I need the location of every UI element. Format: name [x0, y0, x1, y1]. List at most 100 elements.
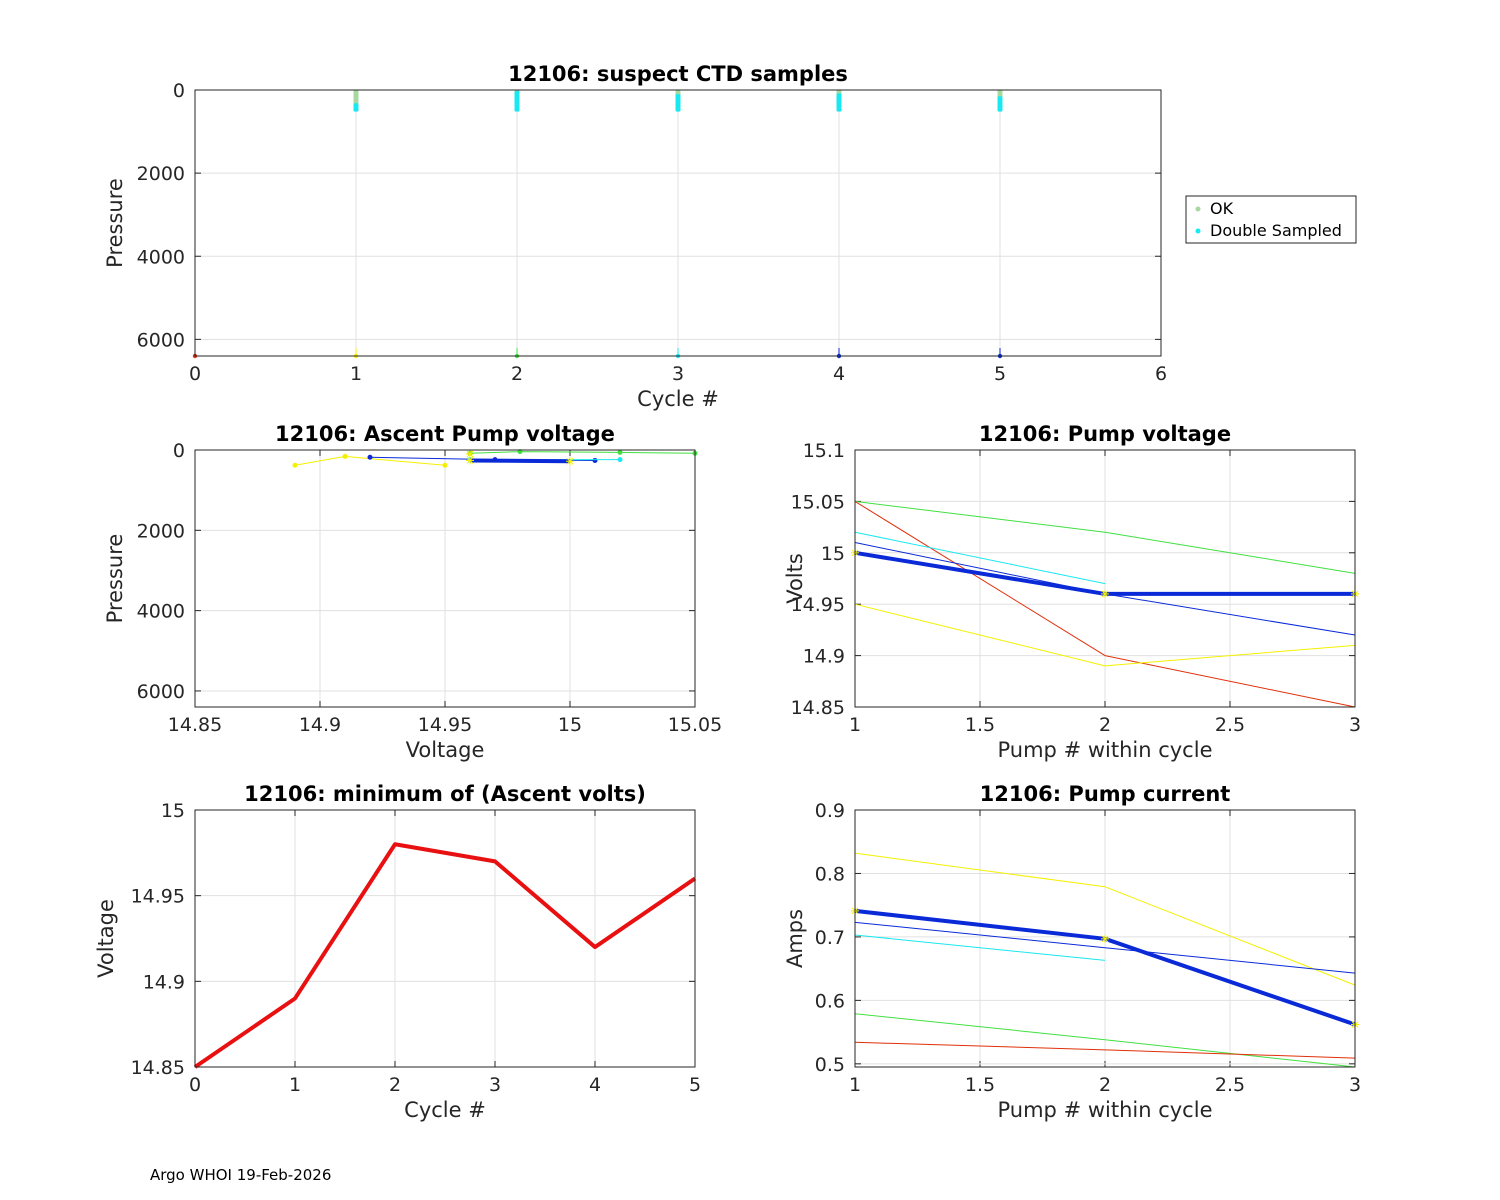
- legend-marker: [1195, 228, 1201, 234]
- y-tick-label: 15.05: [791, 491, 845, 513]
- x-tick-label: 1: [849, 1074, 861, 1096]
- y-tick-label: 0: [173, 440, 185, 462]
- axes-box: [854, 449, 1356, 708]
- y-tick-label: 0.9: [815, 800, 845, 822]
- axes-box: [854, 809, 1356, 1068]
- x-tick-label: 15.05: [668, 714, 722, 736]
- x-tick-label: 5: [994, 363, 1006, 385]
- y-tick-label: 0: [173, 80, 185, 102]
- x-axis-label: Cycle #: [637, 387, 719, 411]
- data-layer: [851, 852, 1359, 1068]
- x-tick-label: 1: [350, 363, 362, 385]
- chart-ascent: 14.85 14.9 14.95 15 15.05 0 2000 4000 6000 12106:…: [103, 422, 722, 762]
- x-tick-label: 15: [558, 714, 582, 736]
- footer-stamp: Argo WHOI 19-Feb-2026: [150, 1166, 332, 1184]
- star-mark: [466, 457, 474, 464]
- chart-title: 12106: Pump current: [980, 782, 1231, 806]
- x-tick-label: 14.85: [168, 714, 222, 736]
- y-tick-label: 4000: [137, 246, 185, 268]
- y-tick-label: 6000: [137, 329, 185, 351]
- y-tick-label: 15.1: [803, 440, 845, 462]
- star-mark: [466, 450, 474, 458]
- x-axis-label: Pump # within cycle: [998, 1098, 1213, 1122]
- legend-box: [1185, 195, 1357, 244]
- data-point: [617, 449, 623, 455]
- star-mark: [1101, 590, 1109, 598]
- chart-title: 12106: minimum of (Ascent volts): [244, 782, 646, 806]
- legend: OK Double Sampled: [1185, 195, 1357, 244]
- x-tick-label: 3: [1349, 1074, 1361, 1096]
- y-tick-label: 2000: [137, 520, 185, 542]
- star-mark: [566, 457, 574, 465]
- y-tick-label: 14.85: [131, 1057, 185, 1079]
- series-line: [854, 921, 1356, 974]
- y-tick-label: 14.9: [143, 971, 185, 993]
- x-tick-label: 3: [1349, 714, 1361, 736]
- series-line: [854, 852, 1356, 986]
- sample-dots: [353, 103, 359, 112]
- series-line: [854, 531, 1106, 585]
- data-layer: [193, 842, 697, 1069]
- x-tick-label: 1: [289, 1074, 301, 1096]
- y-tick-label: 14.95: [131, 886, 185, 908]
- chart-minv: 0 1 2 3 4 5 14.85 14.9 14.95 15 12106: minimum of …: [94, 782, 701, 1122]
- x-tick-label: 2: [1099, 1074, 1111, 1096]
- y-tick-label: 0.5: [815, 1054, 845, 1076]
- x-tick-label: 1: [849, 714, 861, 736]
- x-tick-label: 2: [389, 1074, 401, 1096]
- x-tick-label: 0: [189, 1074, 201, 1096]
- x-tick-label: 5: [689, 1074, 701, 1096]
- data-layer: [851, 500, 1359, 708]
- data-point: [592, 457, 598, 463]
- x-axis-label: Pump # within cycle: [998, 738, 1213, 762]
- legend-marker: [1195, 206, 1201, 212]
- y-tick-label: 14.9: [803, 646, 845, 668]
- x-tick-label: 4: [589, 1074, 601, 1096]
- y-axis-label: Amps: [783, 909, 807, 968]
- legend-label: OK: [1210, 199, 1234, 218]
- x-tick-label: 14.9: [299, 714, 341, 736]
- sample-dots: [836, 93, 842, 112]
- data-layer: [292, 449, 698, 468]
- axes-box: [194, 89, 1162, 357]
- y-axis-label: Volts: [783, 553, 807, 604]
- y-axis-label: Pressure: [103, 534, 127, 624]
- y-tick-label: 14.95: [791, 594, 845, 616]
- star-mark: [1101, 935, 1109, 943]
- data-point: [292, 462, 298, 468]
- sample-dots: [514, 90, 520, 112]
- y-tick-label: 15: [821, 543, 845, 565]
- y-tick-label: 0.7: [815, 927, 845, 949]
- sample-dots: [997, 96, 1003, 112]
- chart-title: 12106: Pump voltage: [979, 422, 1231, 446]
- series-line: [854, 934, 1106, 961]
- data-point: [367, 454, 373, 460]
- chart-pumpv: 1 1.5 2 2.5 3 14.85 14.9 14.95 15 15.05 15.1 12106:…: [783, 422, 1361, 762]
- axes-box: [194, 809, 696, 1068]
- x-axis-label: Voltage: [406, 738, 485, 762]
- series-line: [854, 603, 1356, 667]
- series-line: [854, 500, 1356, 574]
- x-tick-label: 2: [511, 363, 523, 385]
- data-layer: [192, 90, 1003, 359]
- series-line: [469, 458, 571, 464]
- data-point: [342, 453, 348, 459]
- x-tick-label: 6: [1155, 363, 1167, 385]
- axes-box: [194, 449, 696, 708]
- x-tick-label: 3: [672, 363, 684, 385]
- y-tick-label: 15: [161, 800, 185, 822]
- y-tick-label: 2000: [137, 163, 185, 185]
- chart-pumpc: 1 1.5 2 2.5 3 0.5 0.6 0.7 0.8 0.9 12106: Pump curr…: [783, 782, 1361, 1122]
- sample-dots: [675, 94, 681, 112]
- legend-label: Double Sampled: [1210, 221, 1342, 240]
- series-line: [854, 1013, 1356, 1068]
- y-axis-label: Pressure: [103, 178, 127, 268]
- plot-area: [195, 810, 695, 1067]
- series-line: [193, 842, 697, 1069]
- sample-dots: [353, 90, 359, 107]
- y-tick-label: 0.8: [815, 863, 845, 885]
- x-tick-label: 3: [489, 1074, 501, 1096]
- series-line: [469, 451, 696, 454]
- x-tick-label: 2.5: [1215, 714, 1245, 736]
